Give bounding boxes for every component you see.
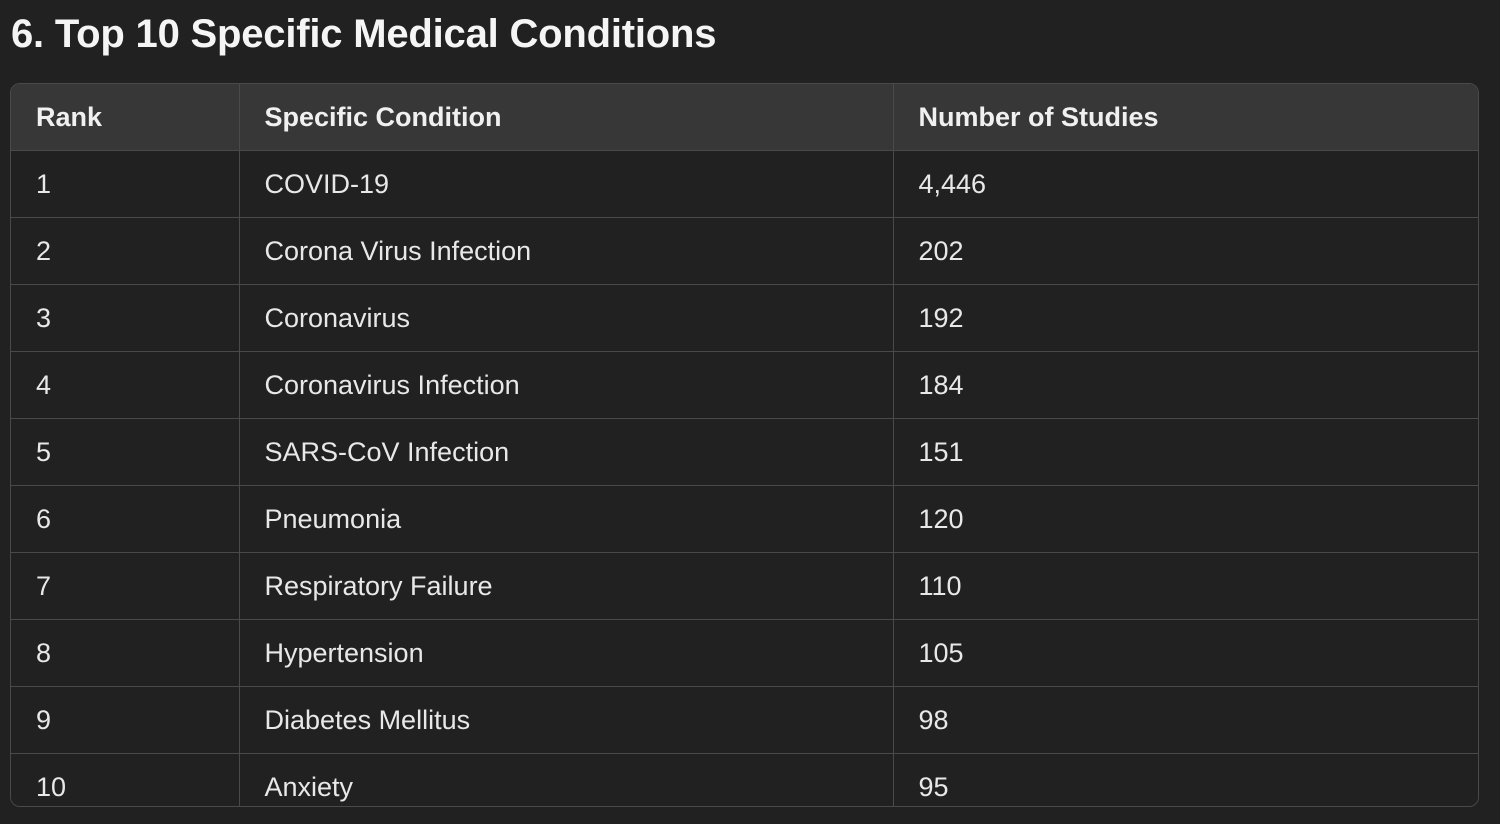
- rank-cell: 4: [11, 351, 240, 419]
- rank-cell: 3: [11, 284, 240, 352]
- condition-cell: Coronavirus: [239, 284, 894, 352]
- table-row: 4 Coronavirus Infection 184: [11, 351, 1478, 419]
- rank-cell: 6: [11, 485, 240, 553]
- condition-cell: Respiratory Failure: [239, 552, 894, 620]
- studies-cell: 110: [893, 552, 1478, 620]
- condition-cell: SARS-CoV Infection: [239, 418, 894, 486]
- rank-cell: 5: [11, 418, 240, 486]
- table-row: 5 SARS-CoV Infection 151: [11, 418, 1478, 486]
- rank-cell: 9: [11, 686, 240, 754]
- table-header-row: Rank Specific Condition Number of Studie…: [11, 84, 1478, 151]
- rank-cell: 8: [11, 619, 240, 687]
- condition-cell: Hypertension: [239, 619, 894, 687]
- column-header-condition: Specific Condition: [239, 84, 894, 151]
- conditions-table-container: Rank Specific Condition Number of Studie…: [10, 83, 1479, 807]
- rank-cell: 10: [11, 753, 240, 806]
- studies-cell: 105: [893, 619, 1478, 687]
- studies-cell: 4,446: [893, 150, 1478, 218]
- condition-cell: Anxiety: [239, 753, 894, 806]
- section-heading: 6. Top 10 Specific Medical Conditions: [11, 12, 717, 56]
- studies-cell: 120: [893, 485, 1478, 553]
- condition-cell: Corona Virus Infection: [239, 217, 894, 285]
- studies-cell: 95: [893, 753, 1478, 806]
- table-row: 9 Diabetes Mellitus 98: [11, 686, 1478, 754]
- table-row: 3 Coronavirus 192: [11, 284, 1478, 352]
- column-header-rank: Rank: [11, 84, 240, 151]
- condition-cell: COVID-19: [239, 150, 894, 218]
- conditions-table: Rank Specific Condition Number of Studie…: [11, 84, 1478, 806]
- table-row: 10 Anxiety 95: [11, 753, 1478, 806]
- condition-cell: Coronavirus Infection: [239, 351, 894, 419]
- studies-cell: 202: [893, 217, 1478, 285]
- rank-cell: 2: [11, 217, 240, 285]
- table-row: 6 Pneumonia 120: [11, 485, 1478, 553]
- condition-cell: Diabetes Mellitus: [239, 686, 894, 754]
- condition-cell: Pneumonia: [239, 485, 894, 553]
- studies-cell: 98: [893, 686, 1478, 754]
- studies-cell: 151: [893, 418, 1478, 486]
- studies-cell: 192: [893, 284, 1478, 352]
- table-row: 8 Hypertension 105: [11, 619, 1478, 687]
- column-header-studies: Number of Studies: [893, 84, 1478, 151]
- studies-cell: 184: [893, 351, 1478, 419]
- table-row: 7 Respiratory Failure 110: [11, 552, 1478, 620]
- table-row: 1 COVID-19 4,446: [11, 150, 1478, 218]
- table-row: 2 Corona Virus Infection 202: [11, 217, 1478, 285]
- rank-cell: 1: [11, 150, 240, 218]
- rank-cell: 7: [11, 552, 240, 620]
